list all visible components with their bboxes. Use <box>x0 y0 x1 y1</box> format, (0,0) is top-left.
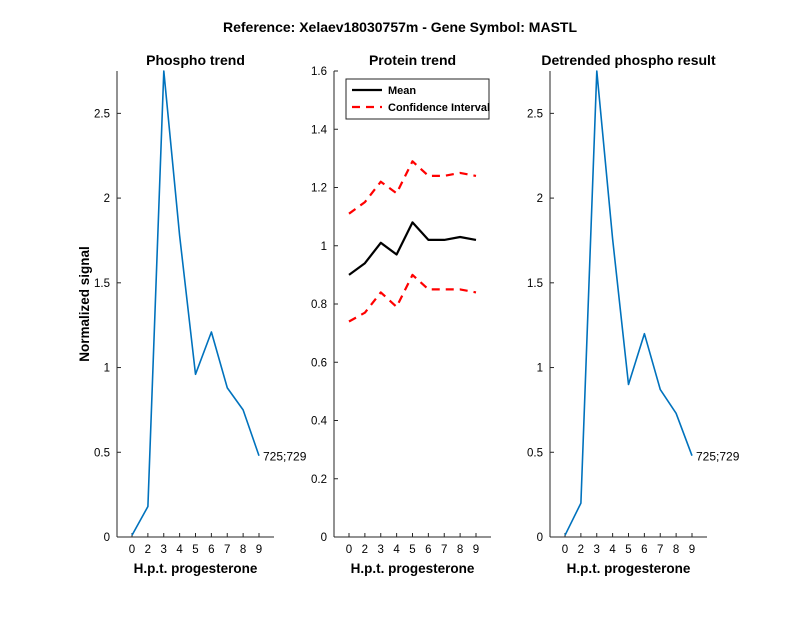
series-line-confidence-interval <box>348 160 477 215</box>
legend-entry-label: Confidence Interval <box>388 102 490 114</box>
legend-box <box>345 78 490 120</box>
y-tick-label: 1.2 <box>311 183 327 195</box>
x-tick-label: 5 <box>192 544 198 556</box>
x-tick-label: 9 <box>256 544 262 556</box>
chart-title: Detrended phospho result <box>541 52 716 68</box>
x-tick-label: 7 <box>441 544 447 556</box>
data-point-label: 725;729 <box>696 450 740 464</box>
x-axis-label: H.p.t. progesterone <box>567 561 691 576</box>
y-tick-label: 1.6 <box>311 66 327 78</box>
y-tick-label: 1 <box>537 363 543 375</box>
chart-panel-2: 00.20.40.60.811.21.41.60 2 3 4 5 6 7 8 9Protein … <box>311 52 491 576</box>
x-tick-label: 3 <box>161 544 167 556</box>
x-tick-label: 9 <box>473 544 479 556</box>
y-tick-label: 0.8 <box>311 299 327 311</box>
data-point-label: 725;729 <box>263 450 307 464</box>
x-tick-label: 7 <box>657 544 663 556</box>
x-tick-label: 3 <box>378 544 384 556</box>
x-tick-label: 2 <box>362 544 368 556</box>
y-tick-label: 2.5 <box>527 108 543 120</box>
x-tick-label: 8 <box>673 544 679 556</box>
y-tick-label: 0.2 <box>311 474 327 486</box>
y-tick-label: 1 <box>321 241 327 253</box>
x-tick-label: 9 <box>689 544 695 556</box>
y-tick-label: 0.4 <box>311 416 328 428</box>
y-tick-label: 2 <box>537 193 543 205</box>
y-tick-label: 0.6 <box>311 357 327 369</box>
x-tick-label: 3 <box>594 544 600 556</box>
x-tick-label: 2 <box>145 544 151 556</box>
legend: Mean Confidence Interval <box>345 78 490 120</box>
y-tick-label: 0 <box>321 532 327 544</box>
x-tick-label: 8 <box>457 544 463 556</box>
y-tick-label: 1 <box>104 363 110 375</box>
series-line-mean <box>348 221 477 276</box>
series-line <box>564 70 693 536</box>
x-tick-label: 0 <box>562 544 568 556</box>
y-axis-label: Normalized signal <box>77 246 92 362</box>
y-tick-label: 2 <box>104 193 110 205</box>
x-tick-label: 6 <box>425 544 431 556</box>
chart-title: Protein trend <box>369 52 456 68</box>
y-tick-label: 0 <box>537 532 543 544</box>
x-axis-label: H.p.t. progesterone <box>351 561 475 576</box>
x-tick-label: 5 <box>625 544 631 556</box>
x-tick-label: 0 <box>129 544 135 556</box>
chart-title: Phospho trend <box>146 52 245 68</box>
series-line <box>348 273 477 323</box>
series-line <box>131 70 260 536</box>
x-tick-label: 5 <box>409 544 415 556</box>
y-tick-label: 0.5 <box>94 447 110 459</box>
y-tick-label: 2.5 <box>94 108 110 120</box>
x-tick-label: 4 <box>393 544 400 556</box>
x-tick-label: 4 <box>176 544 183 556</box>
x-tick-label: 6 <box>208 544 214 556</box>
y-tick-label: 1.4 <box>311 124 328 136</box>
y-tick-label: 1.5 <box>527 278 543 290</box>
x-tick-label: 2 <box>578 544 584 556</box>
x-tick-label: 0 <box>346 544 352 556</box>
legend-entry-label: Mean <box>388 85 416 97</box>
x-tick-label: 4 <box>609 544 616 556</box>
figure-title: Reference: Xelaev18030757m - Gene Symbol… <box>223 19 577 35</box>
y-tick-label: 1.5 <box>94 278 110 290</box>
x-tick-label: 7 <box>224 544 230 556</box>
y-tick-label: 0.5 <box>527 447 543 459</box>
x-tick-label: 8 <box>240 544 246 556</box>
x-tick-label: 6 <box>641 544 647 556</box>
y-tick-label: 0 <box>104 532 110 544</box>
x-axis-label: H.p.t. progesterone <box>134 561 258 576</box>
